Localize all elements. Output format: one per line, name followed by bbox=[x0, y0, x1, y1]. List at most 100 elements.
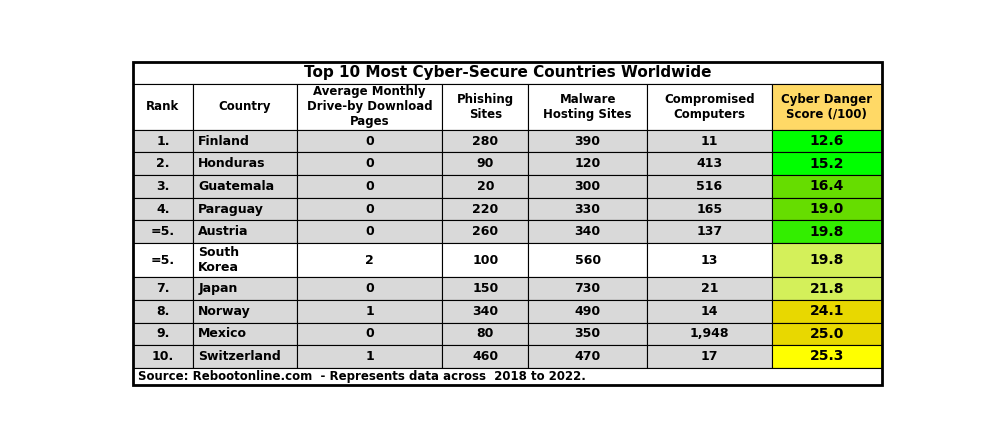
Text: 0: 0 bbox=[365, 202, 374, 216]
Bar bbox=[193, 277, 297, 300]
Text: 165: 165 bbox=[697, 202, 723, 216]
Bar bbox=[647, 243, 772, 277]
Text: 24.1: 24.1 bbox=[810, 304, 844, 318]
Text: Austria: Austria bbox=[198, 225, 248, 238]
Text: 10.: 10. bbox=[151, 350, 174, 363]
Text: Paraguay: Paraguay bbox=[198, 202, 264, 216]
Text: 25.0: 25.0 bbox=[810, 327, 844, 341]
Bar bbox=[193, 323, 297, 345]
Text: 8.: 8. bbox=[156, 305, 169, 318]
Text: Average Monthly
Drive-by Download
Pages: Average Monthly Drive-by Download Pages bbox=[307, 85, 433, 128]
Bar bbox=[443, 345, 529, 368]
Text: Malware
Hosting Sites: Malware Hosting Sites bbox=[544, 93, 632, 121]
Bar bbox=[529, 300, 647, 323]
Text: 460: 460 bbox=[472, 350, 498, 363]
Bar bbox=[443, 198, 529, 221]
Text: Finland: Finland bbox=[198, 135, 250, 148]
Text: 1.: 1. bbox=[156, 135, 169, 148]
Text: South
Korea: South Korea bbox=[198, 246, 240, 274]
Text: 516: 516 bbox=[697, 180, 723, 193]
Bar bbox=[133, 84, 193, 130]
Bar bbox=[772, 243, 882, 277]
Bar bbox=[529, 152, 647, 175]
Bar bbox=[772, 323, 882, 345]
Text: 340: 340 bbox=[472, 305, 498, 318]
Text: 1: 1 bbox=[365, 305, 374, 318]
Text: 12.6: 12.6 bbox=[810, 134, 844, 148]
Bar bbox=[772, 277, 882, 300]
Text: 21.8: 21.8 bbox=[810, 282, 844, 296]
Text: 260: 260 bbox=[472, 225, 498, 238]
Bar bbox=[133, 300, 193, 323]
Bar bbox=[529, 130, 647, 152]
Bar bbox=[133, 130, 193, 152]
Bar bbox=[297, 243, 443, 277]
Bar bbox=[443, 277, 529, 300]
Text: 21: 21 bbox=[701, 282, 719, 295]
Bar bbox=[297, 300, 443, 323]
Text: 350: 350 bbox=[574, 328, 601, 340]
Text: 0: 0 bbox=[365, 157, 374, 170]
Text: 300: 300 bbox=[574, 180, 601, 193]
Text: 13: 13 bbox=[701, 254, 719, 267]
Text: 0: 0 bbox=[365, 135, 374, 148]
Bar bbox=[133, 323, 193, 345]
Bar bbox=[647, 198, 772, 221]
Text: 80: 80 bbox=[476, 328, 494, 340]
Bar bbox=[529, 243, 647, 277]
Bar bbox=[772, 345, 882, 368]
Text: Japan: Japan bbox=[198, 282, 238, 295]
Bar bbox=[443, 323, 529, 345]
Text: 120: 120 bbox=[574, 157, 601, 170]
Text: 11: 11 bbox=[701, 135, 719, 148]
Text: 2: 2 bbox=[365, 254, 374, 267]
Text: 220: 220 bbox=[472, 202, 498, 216]
Bar bbox=[193, 221, 297, 243]
Bar bbox=[133, 368, 882, 385]
Bar bbox=[772, 130, 882, 152]
Text: 20: 20 bbox=[476, 180, 494, 193]
Bar bbox=[443, 84, 529, 130]
Text: =5.: =5. bbox=[150, 254, 175, 267]
Bar bbox=[193, 345, 297, 368]
Bar bbox=[297, 277, 443, 300]
Bar bbox=[772, 84, 882, 130]
Text: 490: 490 bbox=[574, 305, 601, 318]
Bar bbox=[193, 84, 297, 130]
Bar bbox=[443, 243, 529, 277]
Text: 330: 330 bbox=[574, 202, 601, 216]
Bar bbox=[772, 175, 882, 198]
Bar bbox=[529, 175, 647, 198]
Text: 0: 0 bbox=[365, 180, 374, 193]
Bar bbox=[193, 175, 297, 198]
Text: 280: 280 bbox=[472, 135, 498, 148]
Bar bbox=[772, 152, 882, 175]
Bar bbox=[133, 61, 882, 84]
Text: 137: 137 bbox=[697, 225, 723, 238]
Bar bbox=[772, 221, 882, 243]
Bar bbox=[193, 300, 297, 323]
Bar bbox=[647, 323, 772, 345]
Bar bbox=[529, 277, 647, 300]
Bar bbox=[193, 243, 297, 277]
Bar bbox=[529, 345, 647, 368]
Text: 100: 100 bbox=[472, 254, 498, 267]
Bar bbox=[772, 198, 882, 221]
Bar bbox=[133, 175, 193, 198]
Text: 14: 14 bbox=[701, 305, 719, 318]
Text: 19.0: 19.0 bbox=[810, 202, 844, 216]
Text: 19.8: 19.8 bbox=[810, 253, 844, 267]
Bar bbox=[647, 175, 772, 198]
Bar bbox=[647, 221, 772, 243]
Bar bbox=[193, 152, 297, 175]
Text: Guatemala: Guatemala bbox=[198, 180, 274, 193]
Bar bbox=[297, 152, 443, 175]
Text: 4.: 4. bbox=[156, 202, 169, 216]
Bar bbox=[772, 300, 882, 323]
Bar bbox=[297, 175, 443, 198]
Bar bbox=[133, 243, 193, 277]
Text: 390: 390 bbox=[574, 135, 601, 148]
Bar bbox=[133, 345, 193, 368]
Text: 15.2: 15.2 bbox=[810, 157, 844, 171]
Text: 7.: 7. bbox=[156, 282, 169, 295]
